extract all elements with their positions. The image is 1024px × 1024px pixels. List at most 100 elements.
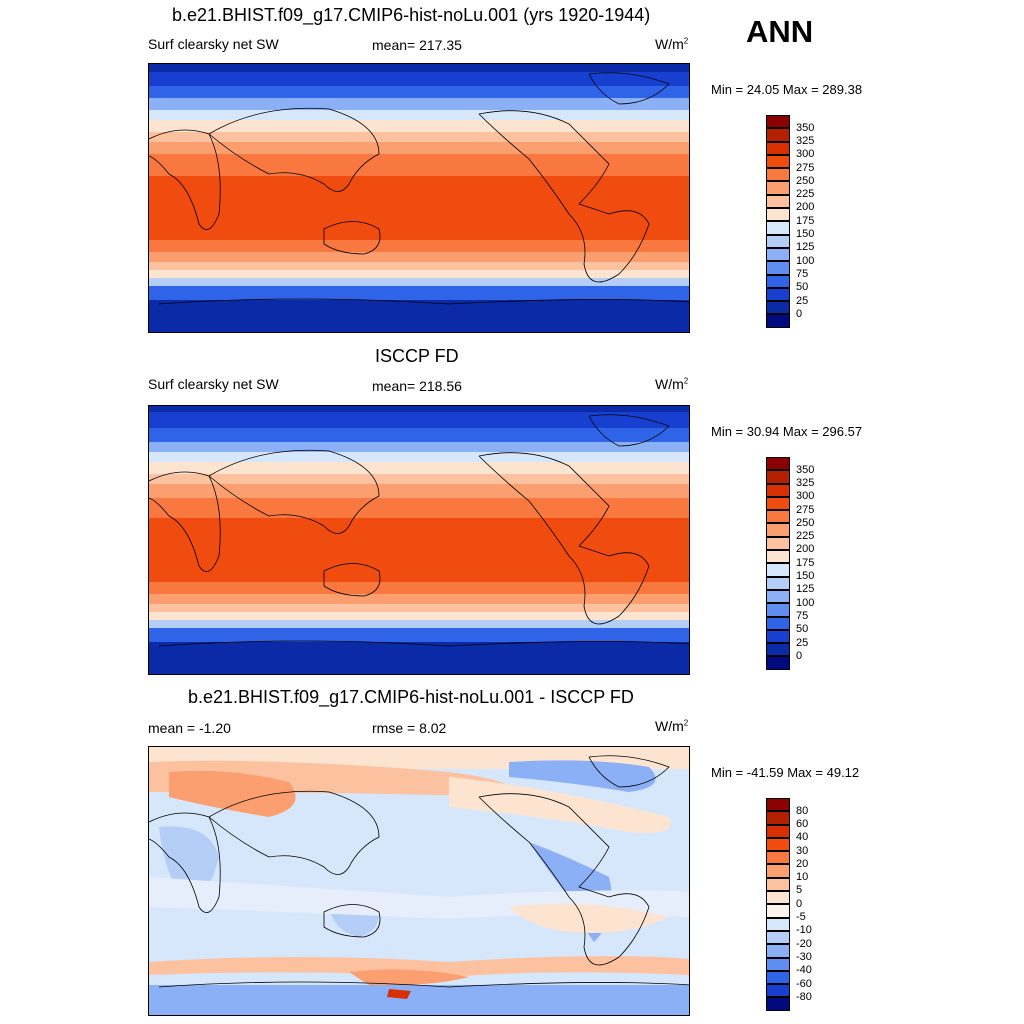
colorbar-3-tick: 5	[796, 884, 803, 897]
colorbar-1-swatch	[766, 287, 790, 302]
colorbar-1-tick: 175	[796, 214, 815, 227]
colorbar-3-tick: 10	[796, 871, 809, 884]
colorbar-3-tick: -30	[796, 950, 812, 963]
panel-2-minmax: Min = 30.94 Max = 296.57	[711, 424, 863, 439]
colorbar-1-swatch	[766, 115, 790, 129]
colorbar-1-tick: 50	[796, 281, 809, 294]
colorbar-1-swatch	[766, 314, 790, 328]
panel-1-map	[148, 63, 690, 333]
colorbar-3-swatch	[766, 957, 790, 971]
colorbar-3-tick: 0	[796, 897, 803, 910]
season-label: ANN	[746, 14, 814, 49]
colorbar-1-swatch	[766, 274, 790, 288]
colorbar-1-tick: 150	[796, 228, 815, 240]
panel-3-rmse: rmse = 8.02	[372, 720, 447, 736]
colorbar-1-swatch	[766, 234, 790, 248]
panel-2-map	[148, 405, 690, 675]
colorbar-1-swatch	[766, 168, 790, 182]
colorbar-1-tick: 25	[796, 294, 809, 307]
panel-3-map-plot	[149, 747, 689, 1015]
colorbar-3-swatch	[766, 811, 790, 825]
colorbar-1-tick: 250	[796, 174, 815, 187]
colorbar-3-tick: -60	[796, 977, 812, 990]
colorbar-2-swatch	[766, 523, 790, 537]
colorbar-1-swatch	[766, 221, 790, 235]
colorbar-3-swatch	[766, 864, 790, 878]
colorbar-2-swatch	[766, 457, 790, 471]
colorbar-2-swatch	[766, 470, 790, 484]
panel-1-variable: Surf clearsky net SW	[148, 36, 279, 52]
colorbar-3-swatch	[766, 984, 790, 998]
colorbar-2-tick: 200	[796, 543, 815, 556]
colorbar-2-swatch	[766, 616, 790, 630]
colorbar-1-tick: 275	[796, 161, 815, 174]
colorbar-1-swatch	[766, 141, 790, 155]
colorbar-2-tick: 75	[796, 609, 809, 622]
colorbar-1-swatch	[766, 128, 790, 142]
colorbar-2-tick: 350	[796, 463, 815, 476]
colorbar-3-swatch	[766, 851, 790, 865]
colorbar-2-swatch	[766, 603, 790, 617]
colorbar-2-tick: 125	[796, 583, 815, 596]
colorbar-1-tick: 350	[796, 121, 815, 134]
colorbar-3-swatch	[766, 824, 790, 838]
colorbar-2-swatch	[766, 589, 790, 604]
colorbar-3-swatch	[766, 970, 790, 985]
colorbar-1-tick: 200	[796, 201, 815, 214]
colorbar-3-swatch	[766, 837, 790, 852]
colorbar-3-tick: -10	[796, 924, 812, 937]
colorbar-2-swatch	[766, 643, 790, 657]
colorbar-2-tick: 0	[796, 649, 803, 662]
colorbar-3-tick: -80	[796, 990, 812, 1003]
colorbar-1-swatch	[766, 181, 790, 195]
colorbar-2-swatch	[766, 536, 790, 551]
colorbar-2-tick: 325	[796, 476, 815, 489]
colorbar-3-tick: 40	[796, 831, 809, 844]
colorbar-1-swatch	[766, 208, 790, 222]
colorbar-2-tick: 50	[796, 623, 809, 636]
colorbar-3-swatch	[766, 904, 790, 918]
colorbar-2-swatch	[766, 656, 790, 670]
colorbar-1-tick: 225	[796, 188, 815, 201]
colorbar-1-swatch	[766, 301, 790, 315]
panel-3-mean: mean = -1.20	[148, 720, 231, 736]
colorbar-3-tick: 30	[796, 844, 809, 857]
colorbar-2-swatch	[766, 496, 790, 511]
colorbar-2-tick: 175	[796, 556, 815, 569]
colorbar-1-swatch	[766, 194, 790, 209]
colorbar-1-swatch	[766, 247, 790, 262]
colorbar-3-tick: 60	[796, 817, 809, 830]
panel-2-units: W/m2	[655, 376, 689, 392]
panel-1-minmax: Min = 24.05 Max = 289.38	[711, 82, 863, 97]
colorbar-2	[766, 457, 790, 670]
panel-3-units: W/m2	[655, 718, 689, 734]
colorbar-3-tick: -40	[796, 964, 812, 977]
panel-1-map-plot	[149, 64, 689, 332]
colorbar-2-swatch	[766, 563, 790, 577]
colorbar-1-tick: 125	[796, 241, 815, 254]
panel-2-map-plot	[149, 406, 689, 674]
colorbar-2-tick: 225	[796, 530, 815, 543]
colorbar-2-swatch	[766, 576, 790, 590]
colorbar-2-tick: 275	[796, 503, 815, 516]
colorbar-3	[766, 798, 790, 1011]
colorbar-1-tick: 325	[796, 134, 815, 147]
panel-3-minmax: Min = -41.59 Max = 49.12	[711, 765, 860, 780]
colorbar-2-swatch	[766, 629, 790, 644]
colorbar-3-swatch	[766, 798, 790, 812]
colorbar-1-swatch	[766, 261, 790, 275]
colorbar-3-tick: 80	[796, 804, 809, 817]
colorbar-2-swatch	[766, 550, 790, 564]
colorbar-1-tick: 300	[796, 148, 815, 161]
colorbar-3-swatch	[766, 877, 790, 892]
colorbar-3-swatch	[766, 997, 790, 1011]
colorbar-3-tick: -5	[796, 911, 806, 923]
colorbar-3-swatch	[766, 944, 790, 958]
panel-1-units: W/m2	[655, 36, 689, 52]
colorbar-2-tick: 100	[796, 596, 815, 609]
colorbar-3-swatch	[766, 917, 790, 931]
colorbar-1-tick: 0	[796, 307, 803, 320]
colorbar-1	[766, 115, 790, 328]
colorbar-2-tick: 250	[796, 516, 815, 529]
panel-2-title: ISCCP FD	[375, 346, 459, 366]
